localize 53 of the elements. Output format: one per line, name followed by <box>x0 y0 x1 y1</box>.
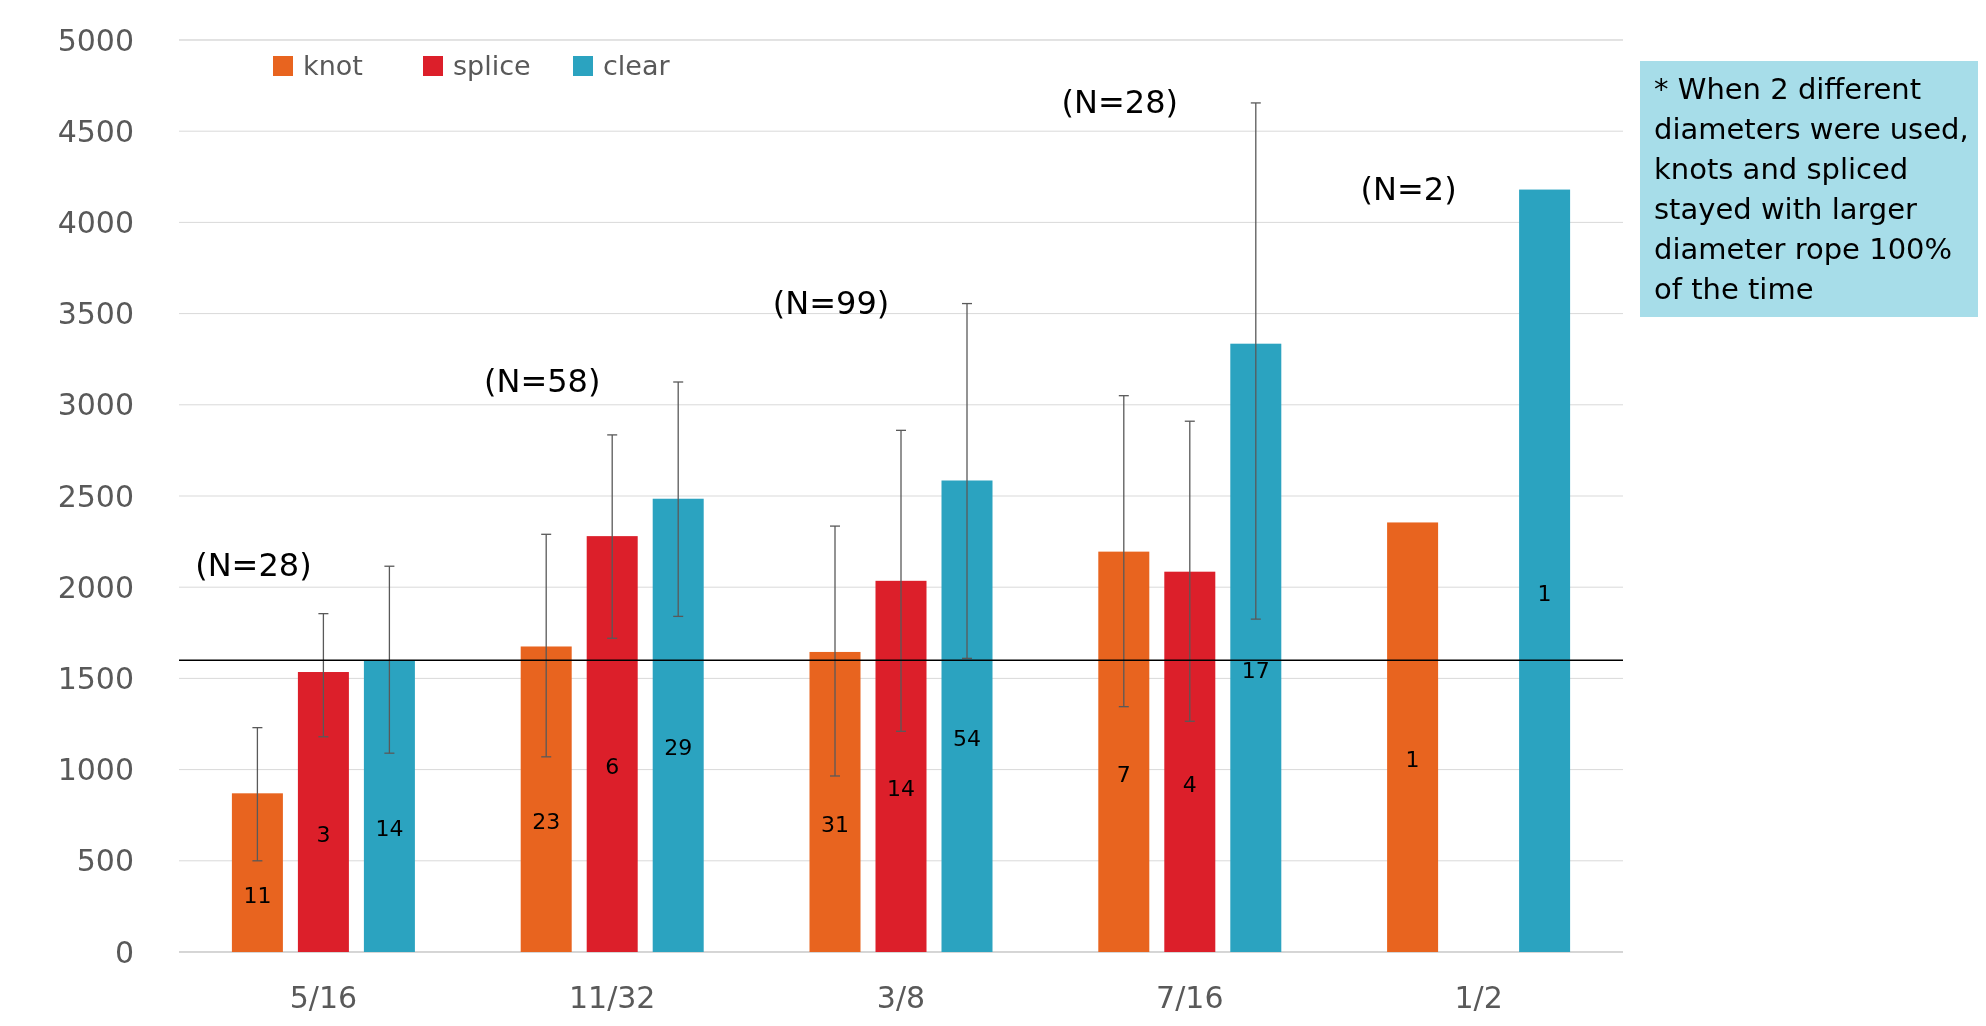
bar <box>1387 522 1439 952</box>
annotation: (N=28) <box>195 546 312 585</box>
annotation: 4 <box>1182 771 1197 797</box>
bar <box>231 793 283 952</box>
y-tick-label: 4500 <box>57 113 134 149</box>
text: * When 2 different diameters were used, knots and spliced stayed with larger diameter rope 100% of the time <box>1653 71 1970 308</box>
bar <box>520 646 572 952</box>
x-tick-label: 7/16 <box>1156 980 1224 1015</box>
y-tick-label: 2500 <box>57 478 134 514</box>
x-tick-label: 1/2 <box>1454 980 1503 1015</box>
annotation: 14 <box>375 816 404 842</box>
y-tick-label: 4000 <box>57 204 134 240</box>
bar <box>941 480 993 952</box>
annotation: (N=58) <box>483 362 601 400</box>
bar <box>586 536 638 952</box>
annotation: 17 <box>1241 657 1270 683</box>
x-tick-label: 11/32 <box>568 980 656 1015</box>
y-tick-label: 2000 <box>57 569 134 605</box>
annotation: 7 <box>1116 761 1131 787</box>
bar <box>875 580 927 952</box>
annotation: (N=99) <box>772 283 890 322</box>
y-tick-label: 3000 <box>57 387 134 423</box>
annotation: 31 <box>821 811 849 837</box>
x-tick-label: 5/16 <box>289 980 358 1015</box>
bar <box>1230 343 1282 952</box>
bar <box>297 672 349 952</box>
annotation: 6 <box>605 754 620 780</box>
annotation: 1 <box>1537 580 1552 606</box>
bar <box>652 498 704 952</box>
y-tick-label: 1000 <box>57 752 134 788</box>
annotation: 11 <box>243 882 272 908</box>
y-tick-label: 0 <box>114 934 134 970</box>
bar <box>1519 189 1571 952</box>
bar <box>809 651 861 952</box>
annotation: 23 <box>532 809 561 835</box>
legend-label: splice <box>453 50 531 82</box>
annotation: (N=2) <box>1360 169 1457 208</box>
annotation: 14 <box>887 776 915 802</box>
annotation: 54 <box>953 726 981 752</box>
bar <box>363 660 415 952</box>
legend-label: knot <box>303 50 363 82</box>
annotation: 3 <box>316 822 331 848</box>
legend-label: clear <box>603 50 671 82</box>
y-tick-label: 5000 <box>57 22 134 58</box>
annotation: (N=28) <box>1061 82 1179 121</box>
x-tick-label: 3/8 <box>876 980 926 1015</box>
annotation: 1 <box>1405 747 1420 773</box>
y-tick-label: 500 <box>76 843 134 879</box>
annotation: 29 <box>664 735 693 761</box>
bar <box>1164 571 1216 952</box>
bar <box>1098 551 1150 952</box>
y-tick-label: 3500 <box>57 296 134 332</box>
y-tick-label: 1500 <box>57 660 134 696</box>
